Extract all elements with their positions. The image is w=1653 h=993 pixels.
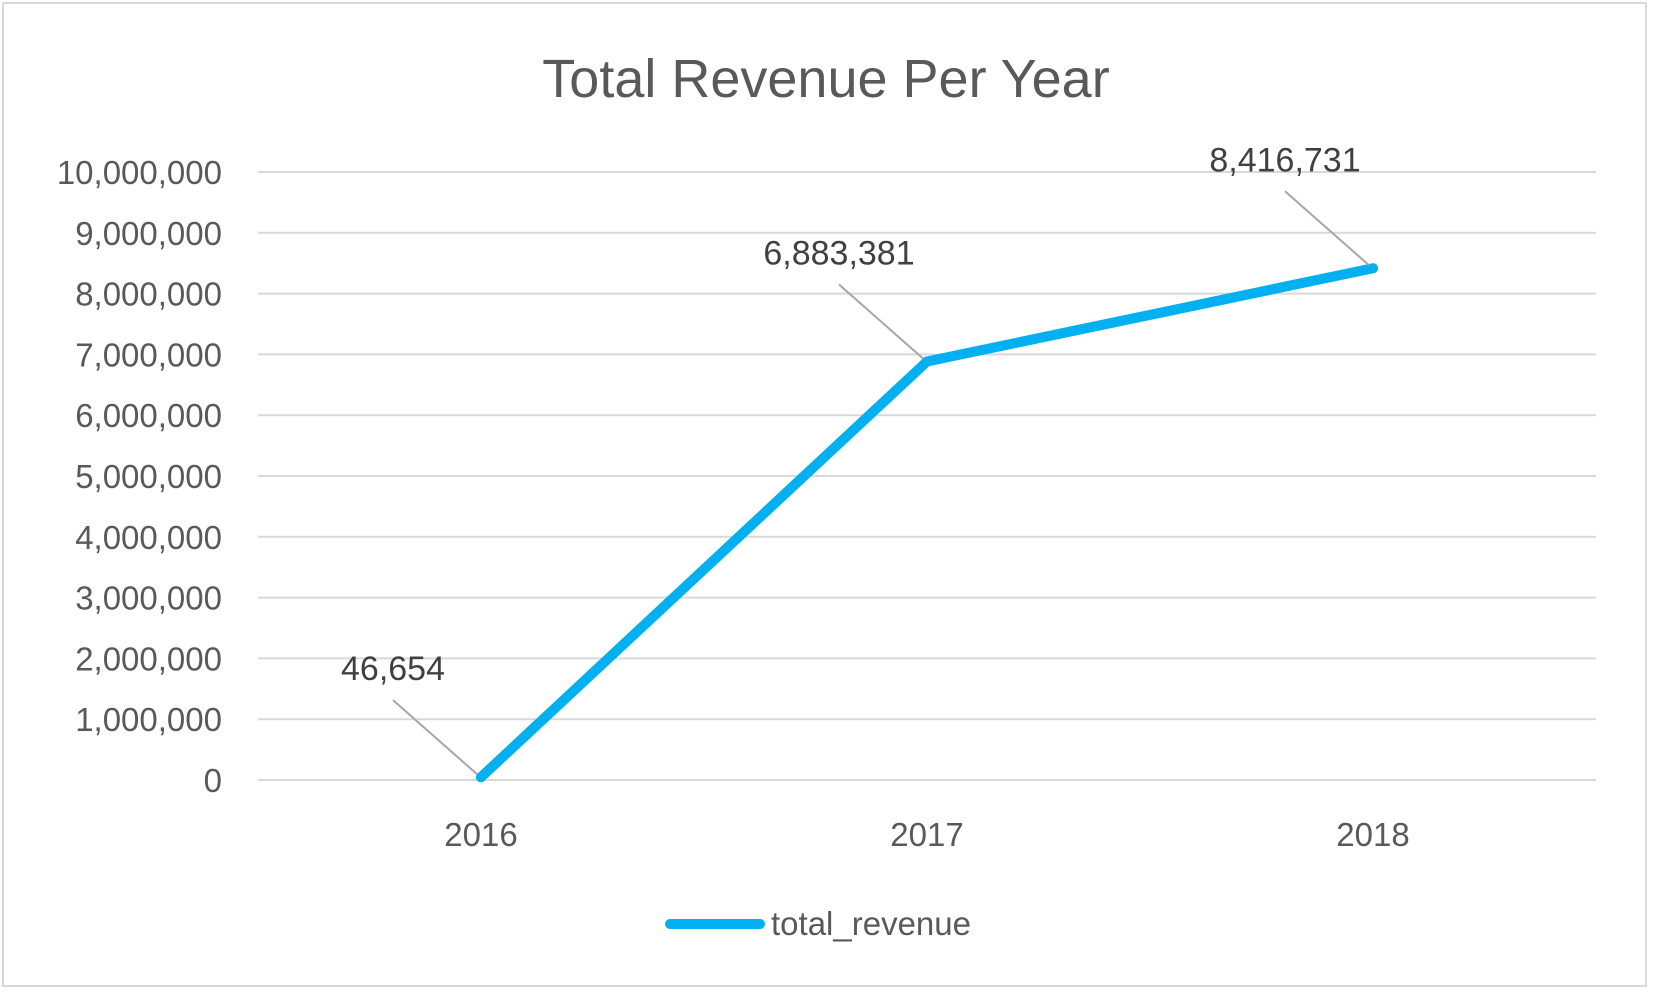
y-tick-label: 6,000,000 — [75, 397, 222, 434]
data-label-leader-line — [392, 699, 478, 775]
y-tick-label: 3,000,000 — [75, 580, 222, 617]
data-label: 8,416,731 — [1209, 141, 1360, 179]
y-tick-label: 2,000,000 — [75, 640, 222, 677]
data-label: 46,654 — [341, 650, 445, 688]
x-axis-tick-labels: 2016 2017 2018 — [444, 816, 1409, 853]
gridlines — [258, 171, 1596, 781]
x-tick-label: 2018 — [1336, 816, 1409, 853]
legend-entry-total-revenue: total_revenue — [771, 905, 971, 942]
y-tick-label: 5,000,000 — [75, 458, 222, 495]
chart-title: Total Revenue Per Year — [542, 49, 1109, 109]
y-tick-label: 7,000,000 — [75, 336, 222, 373]
data-point — [922, 356, 932, 367]
data-label-leader-line — [838, 283, 924, 360]
line-chart: Total Revenue Per Year 0 1,000,000 2,000,0… — [57, 49, 1596, 942]
y-tick-label: 1,000,000 — [75, 701, 222, 738]
y-tick-label: 10,000,000 — [57, 154, 222, 191]
x-tick-label: 2016 — [444, 816, 517, 853]
series-line-total-revenue — [476, 263, 1378, 783]
x-tick-label: 2017 — [890, 816, 963, 853]
y-tick-label: 9,000,000 — [75, 215, 222, 252]
data-label-leader-line — [1284, 190, 1370, 267]
y-axis-tick-labels: 0 1,000,000 2,000,000 3,000,000 4,000,000 5,0… — [57, 154, 222, 799]
series-layer — [476, 263, 1378, 783]
y-tick-label: 8,000,000 — [75, 276, 222, 313]
data-label: 6,883,381 — [763, 234, 914, 272]
y-tick-label: 0 — [204, 762, 222, 799]
y-tick-label: 4,000,000 — [75, 519, 222, 556]
legend: total_revenue — [665, 905, 971, 942]
data-point — [1368, 263, 1378, 274]
data-point — [476, 772, 486, 783]
data-labels: 46,654 6,883,381 8,416,731 — [341, 141, 1370, 775]
